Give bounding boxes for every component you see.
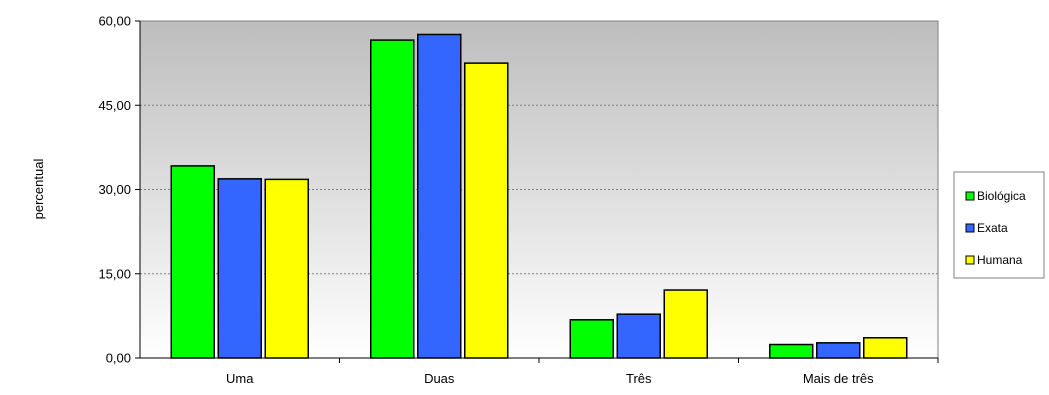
bar-humana-2	[464, 62, 509, 359]
legend-label: Biológica	[977, 189, 1026, 203]
x-tick-label: Uma	[226, 371, 254, 386]
x-tick-label: Mais de três	[803, 371, 874, 386]
bar-exata-1	[217, 178, 262, 359]
y-axis-label: percentual	[31, 159, 46, 220]
bar-biológica-3	[569, 319, 614, 359]
bar-biológica-2	[370, 39, 415, 359]
x-tick-label: Duas	[424, 371, 455, 386]
y-tick-label: 0,00	[106, 351, 131, 366]
legend-swatch	[965, 255, 975, 265]
bar-exata-4	[816, 342, 861, 359]
bar-exata-2	[417, 33, 462, 359]
legend-swatch	[965, 223, 975, 233]
y-tick-label: 15,00	[98, 266, 131, 281]
bar-humana-4	[863, 337, 908, 359]
legend-swatch	[965, 191, 975, 201]
legend: Biológica Exata Humana	[953, 171, 1045, 279]
bars	[170, 33, 908, 359]
y-tick-label: 30,00	[98, 182, 131, 197]
bar-biológica-4	[769, 343, 814, 359]
legend-label: Humana	[977, 253, 1023, 267]
bar-humana-1	[264, 178, 309, 359]
y-tick-label: 45,00	[98, 98, 131, 113]
bar-exata-3	[616, 313, 661, 359]
legend-label: Exata	[977, 221, 1008, 235]
y-tick-label: 60,00	[98, 14, 131, 29]
x-axis-ticks: Uma Duas Três Mais de três	[226, 358, 939, 386]
x-tick-label: Três	[626, 371, 652, 386]
bar-biológica-1	[170, 165, 215, 359]
bar-humana-3	[663, 289, 708, 359]
